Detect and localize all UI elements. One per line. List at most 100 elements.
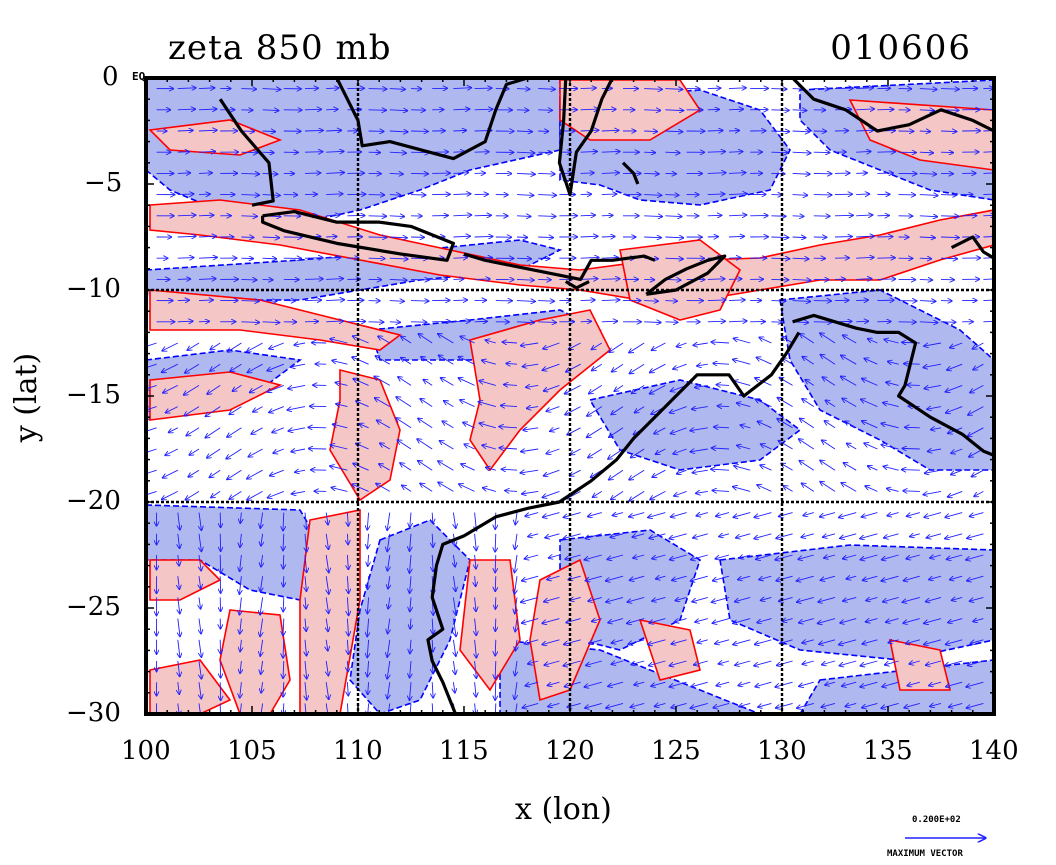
wind-vector — [665, 322, 677, 323]
wind-vector — [631, 448, 645, 458]
wind-vector — [389, 110, 408, 111]
wind-vector — [241, 279, 256, 280]
wind-vector — [475, 618, 477, 636]
wind-vector — [177, 88, 196, 89]
wind-vector — [644, 173, 659, 174]
wind-vector — [728, 194, 747, 195]
wind-vector — [283, 533, 284, 551]
wind-vector — [601, 321, 617, 322]
wind-vector — [695, 385, 708, 387]
wind-vector — [671, 702, 687, 707]
wind-vector — [863, 575, 878, 580]
wind-vector — [163, 384, 179, 392]
wind-vector — [671, 639, 687, 644]
wind-vector — [755, 681, 772, 686]
wind-vector — [269, 342, 284, 349]
wind-vector — [347, 639, 348, 654]
wind-vector — [387, 512, 390, 531]
wind-vector — [199, 576, 201, 588]
wind-vector — [458, 378, 475, 386]
wind-vector — [589, 639, 602, 644]
wind-vector — [283, 660, 284, 678]
wind-vector — [432, 512, 433, 524]
wind-vector — [970, 385, 984, 392]
wind-vector — [800, 419, 815, 429]
wind-vector — [940, 258, 957, 259]
wind-vector — [919, 216, 937, 217]
wind-vector — [883, 466, 899, 471]
wind-vector — [165, 448, 179, 455]
wind-vector — [387, 639, 390, 657]
wind-vector — [612, 640, 624, 643]
wind-vector — [432, 639, 433, 652]
wind-vector — [919, 152, 933, 153]
wind-vector — [538, 89, 555, 90]
wind-vector — [273, 448, 284, 453]
wind-vector — [775, 681, 793, 687]
wind-vector — [295, 470, 306, 472]
wind-vector — [499, 427, 518, 428]
wind-vector — [627, 596, 645, 602]
wind-vector — [652, 342, 666, 350]
wind-vector — [146, 427, 157, 433]
wind-vector — [856, 109, 874, 110]
wind-vector — [696, 513, 708, 516]
wind-vector — [229, 491, 242, 499]
wind-vector — [601, 151, 620, 152]
wind-vector — [184, 406, 200, 416]
y-tick-label: −5 — [84, 168, 123, 198]
wind-vector — [198, 88, 214, 89]
wind-vector — [856, 88, 873, 89]
wind-vector — [211, 491, 221, 497]
wind-vector — [495, 682, 496, 700]
wind-vector — [440, 441, 454, 450]
wind-vector — [330, 466, 348, 471]
wind-vector — [644, 89, 662, 90]
wind-vector — [453, 597, 456, 614]
wind-vector — [453, 173, 468, 174]
wind-vector — [402, 485, 412, 492]
wind-vector — [546, 448, 560, 454]
wind-vector — [800, 334, 815, 344]
wind-vector — [326, 109, 338, 110]
wind-vector — [924, 384, 942, 388]
wind-vector — [865, 486, 878, 492]
wind-vector — [966, 681, 984, 687]
wind-vector — [453, 109, 469, 110]
wind-vector — [823, 534, 836, 537]
wind-vector — [881, 575, 899, 581]
wind-vector — [453, 130, 466, 131]
wind-vector — [387, 660, 390, 679]
wind-vector — [946, 681, 963, 686]
wind-vector — [283, 618, 284, 636]
wind-vector — [353, 464, 369, 471]
wind-vector — [199, 554, 201, 571]
wind-vector — [761, 444, 772, 450]
wind-vector — [326, 321, 343, 322]
wind-vector — [580, 151, 597, 152]
wind-vector — [250, 385, 263, 392]
wind-vector — [230, 363, 242, 371]
wind-vector — [756, 554, 772, 559]
x-tick-label: 140 — [969, 736, 1019, 766]
wind-vector — [801, 533, 814, 537]
wind-vector — [693, 533, 708, 538]
wind-vector — [671, 512, 687, 517]
wind-vector — [797, 575, 814, 581]
wind-vector — [906, 554, 920, 559]
wind-vector — [967, 533, 984, 539]
wind-vector — [862, 702, 878, 707]
wind-vector — [353, 336, 369, 344]
wind-vector — [241, 195, 259, 196]
wind-vector — [240, 660, 241, 673]
x-tick-label: 110 — [333, 736, 383, 766]
wind-vector — [146, 342, 157, 347]
wind-vector — [821, 702, 836, 707]
wind-vector — [652, 469, 666, 477]
wind-vector — [841, 483, 857, 492]
wind-vector — [346, 703, 349, 714]
wind-vector — [515, 597, 517, 613]
wind-vector — [822, 377, 836, 386]
wind-vector — [695, 618, 708, 623]
wind-vector — [968, 406, 984, 415]
